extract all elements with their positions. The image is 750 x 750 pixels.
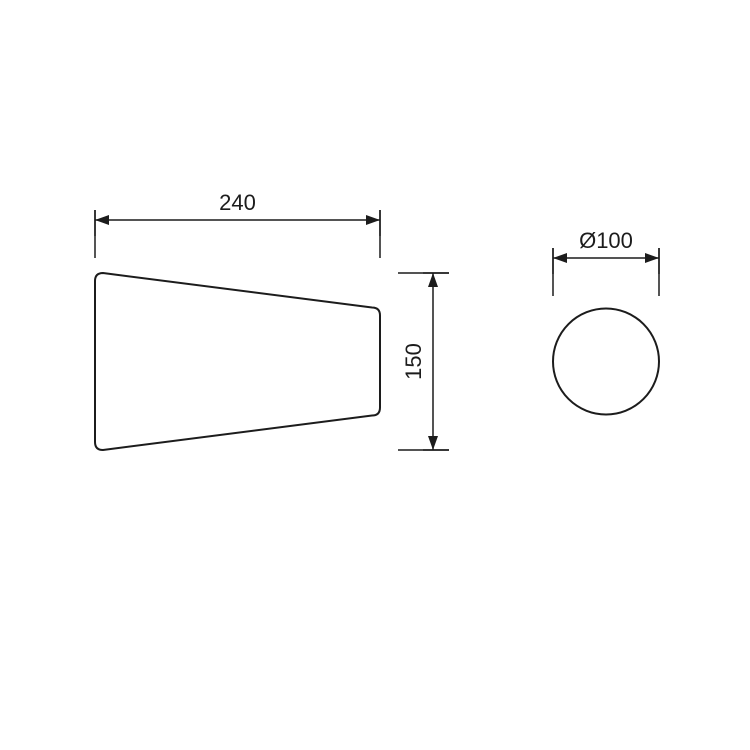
dimension-diameter	[553, 248, 659, 296]
side-view-trapezoid	[95, 273, 380, 450]
dimension-diameter-label: Ø100	[579, 228, 633, 253]
dimension-width	[95, 210, 380, 258]
dimension-width-label: 240	[219, 190, 256, 215]
dimension-height-label: 150	[401, 343, 426, 380]
end-view-circle	[553, 309, 659, 415]
technical-drawing: 240 150 Ø100	[0, 0, 750, 750]
